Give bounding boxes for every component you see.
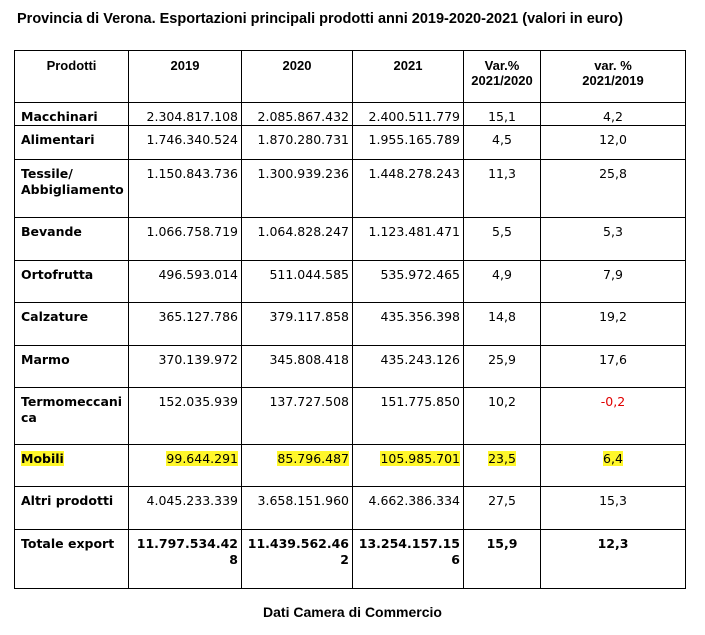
highlighted-text: 6,4 — [603, 451, 623, 466]
header-2020: 2020 — [241, 50, 353, 103]
product-name: Ortofrutta — [14, 260, 129, 303]
header-var-2021-2019-line1: var. % — [594, 58, 632, 73]
product-name: Marmo — [14, 345, 129, 388]
product-name: Altri prodotti — [14, 486, 129, 530]
var-2021-2019: 17,6 — [540, 345, 686, 388]
total-row: Totale export 11.797.534.428 11.439.562.… — [14, 529, 686, 589]
highlighted-text: 85.796.487 — [277, 451, 349, 466]
value-2019: 152.035.939 — [128, 387, 242, 445]
product-name: Tessile/ Abbigliamento — [14, 159, 129, 218]
value-2020: 85.796.487 — [241, 444, 353, 487]
value-2020: 137.727.508 — [241, 387, 353, 445]
header-var-2021-2019: var. % 2021/2019 — [540, 50, 686, 103]
value-2020: 2.085.867.432 — [241, 102, 353, 126]
exports-table: Prodotti 2019 2020 2021 Var.% 2021/2020 v… — [14, 50, 686, 589]
highlighted-text: 99.644.291 — [166, 451, 238, 466]
product-name: Mobili — [14, 444, 129, 487]
value-2020: 379.117.858 — [241, 302, 353, 346]
table-row: Calzature 365.127.786 379.117.858 435.35… — [14, 302, 686, 346]
var-2021-2020: 10,2 — [463, 387, 541, 445]
value-2020: 1.064.828.247 — [241, 217, 353, 261]
product-name: Alimentari — [14, 125, 129, 160]
value-2021: 535.972.465 — [352, 260, 464, 303]
value-2019: 496.593.014 — [128, 260, 242, 303]
value-2019: 99.644.291 — [128, 444, 242, 487]
value-2021: 105.985.701 — [352, 444, 464, 487]
header-2019: 2019 — [128, 50, 242, 103]
value-2019: 2.304.817.108 — [128, 102, 242, 126]
value-2020: 3.658.151.960 — [241, 486, 353, 530]
table-row: Alimentari 1.746.340.524 1.870.280.731 1… — [14, 125, 686, 160]
var-2021-2020: 5,5 — [463, 217, 541, 261]
header-var-2021-2020-line1: Var.% — [484, 58, 520, 73]
header-row: Prodotti 2019 2020 2021 Var.% 2021/2020 v… — [14, 50, 686, 103]
value-2021: 435.243.126 — [352, 345, 464, 388]
product-name: Bevande — [14, 217, 129, 261]
value-2019: 1.066.758.719 — [128, 217, 242, 261]
value-2019: 370.139.972 — [128, 345, 242, 388]
value-2021: 4.662.386.334 — [352, 486, 464, 530]
table-row: Altri prodotti 4.045.233.339 3.658.151.9… — [14, 486, 686, 530]
var-2021-2019: 15,3 — [540, 486, 686, 530]
var-2021-2019: 12,0 — [540, 125, 686, 160]
value-2019: 1.746.340.524 — [128, 125, 242, 160]
product-name: Termomeccanica — [14, 387, 129, 445]
var-2021-2020: 11,3 — [463, 159, 541, 218]
value-2019: 1.150.843.736 — [128, 159, 242, 218]
var-2021-2020: 23,5 — [463, 444, 541, 487]
value-2021: 2.400.511.779 — [352, 102, 464, 126]
header-var-2021-2019-line2: 2021/2019 — [582, 73, 644, 88]
value-2020: 11.439.562.462 — [241, 529, 353, 589]
table-row: Macchinari 2.304.817.108 2.085.867.432 2… — [14, 102, 686, 126]
value-2020: 1.870.280.731 — [241, 125, 353, 160]
header-var-2021-2020-line2: 2021/2020 — [471, 73, 533, 88]
value-2019: 11.797.534.428 — [128, 529, 242, 589]
var-2021-2019: 19,2 — [540, 302, 686, 346]
value-2020: 511.044.585 — [241, 260, 353, 303]
value-2019: 365.127.786 — [128, 302, 242, 346]
header-2021: 2021 — [352, 50, 464, 103]
highlighted-text: 23,5 — [488, 451, 516, 466]
var-2021-2020: 15,9 — [463, 529, 541, 589]
var-2021-2020: 15,1 — [463, 102, 541, 126]
var-2021-2020: 4,9 — [463, 260, 541, 303]
var-2021-2019: 5,3 — [540, 217, 686, 261]
var-2021-2019: 12,3 — [540, 529, 686, 589]
var-2021-2019: 6,4 — [540, 444, 686, 487]
value-2021: 13.254.157.156 — [352, 529, 464, 589]
table-row: Termomeccanica 152.035.939 137.727.508 1… — [14, 387, 686, 445]
product-name: Totale export — [14, 529, 129, 589]
highlighted-text: 105.985.701 — [380, 451, 460, 466]
value-2019: 4.045.233.339 — [128, 486, 242, 530]
value-2021: 1.448.278.243 — [352, 159, 464, 218]
value-2021: 151.775.850 — [352, 387, 464, 445]
header-var-2021-2020: Var.% 2021/2020 — [463, 50, 541, 103]
value-2020: 1.300.939.236 — [241, 159, 353, 218]
var-2021-2019: 25,8 — [540, 159, 686, 218]
var-2021-2019: 7,9 — [540, 260, 686, 303]
value-2021: 1.123.481.471 — [352, 217, 464, 261]
table-row-highlighted: Mobili 99.644.291 85.796.487 105.985.701… — [14, 444, 686, 487]
table-row: Tessile/ Abbigliamento 1.150.843.736 1.3… — [14, 159, 686, 218]
product-name: Macchinari — [14, 102, 129, 126]
table-row: Bevande 1.066.758.719 1.064.828.247 1.12… — [14, 217, 686, 261]
var-2021-2020: 4,5 — [463, 125, 541, 160]
header-prodotti: Prodotti — [14, 50, 129, 103]
source-note: Dati Camera di Commercio — [263, 604, 442, 620]
value-2021: 1.955.165.789 — [352, 125, 464, 160]
value-2021: 435.356.398 — [352, 302, 464, 346]
value-2020: 345.808.418 — [241, 345, 353, 388]
page-title: Provincia di Verona. Esportazioni princi… — [17, 11, 623, 27]
highlighted-text: Mobili — [21, 451, 64, 466]
table-row: Ortofrutta 496.593.014 511.044.585 535.9… — [14, 260, 686, 303]
table-row: Marmo 370.139.972 345.808.418 435.243.12… — [14, 345, 686, 388]
product-name: Calzature — [14, 302, 129, 346]
var-2021-2019: 4,2 — [540, 102, 686, 126]
var-2021-2020: 27,5 — [463, 486, 541, 530]
var-2021-2019: -0,2 — [540, 387, 686, 445]
var-2021-2020: 14,8 — [463, 302, 541, 346]
var-2021-2020: 25,9 — [463, 345, 541, 388]
